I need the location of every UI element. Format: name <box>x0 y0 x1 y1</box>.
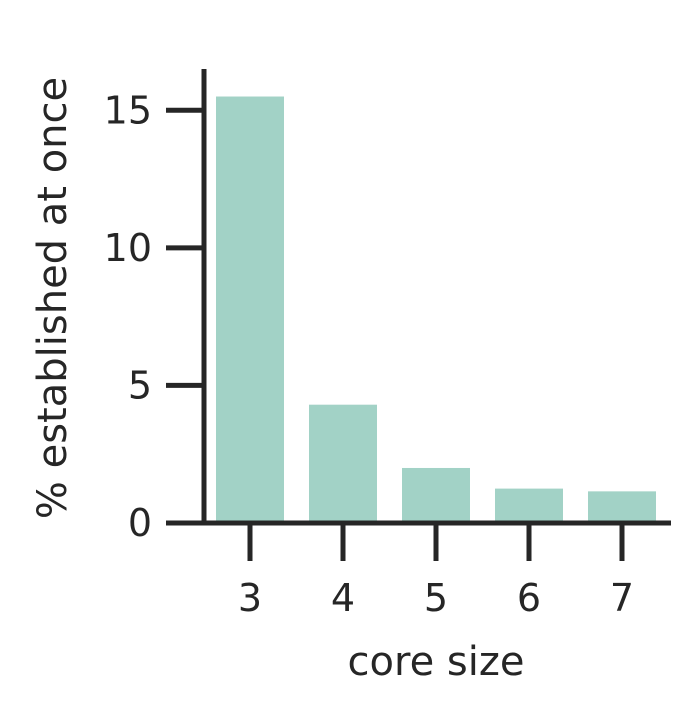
bar-7 <box>588 491 656 523</box>
y-tick-label-10: 10 <box>104 226 152 270</box>
bar-3 <box>216 96 284 524</box>
x-tick-label-3: 3 <box>238 576 262 620</box>
x-tick-label-4: 4 <box>331 576 355 620</box>
x-tick-label-7: 7 <box>610 576 634 620</box>
y-tick-label-0: 0 <box>128 501 152 545</box>
bars-group <box>216 96 656 524</box>
x-tick-label-5: 5 <box>424 576 448 620</box>
bar-5 <box>402 467 470 523</box>
y-tick-label-5: 5 <box>128 363 152 407</box>
x-axis-label: core size <box>348 639 525 685</box>
y-axis-label: % established at once <box>30 77 76 519</box>
bar-6 <box>495 488 563 523</box>
x-tick-label-6: 6 <box>517 576 541 620</box>
bar-4 <box>309 404 377 523</box>
ticks-group: 0 5 10 15 3 4 5 6 7 <box>104 88 634 620</box>
y-tick-label-15: 15 <box>104 88 152 132</box>
